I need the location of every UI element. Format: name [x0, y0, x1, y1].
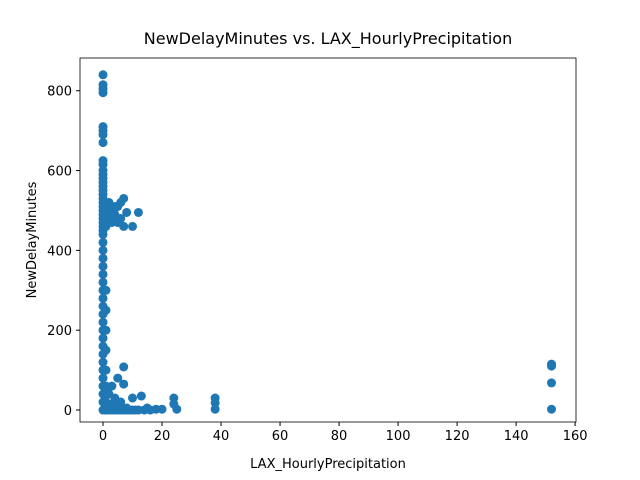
point	[119, 379, 129, 389]
point	[98, 317, 108, 327]
chart-title: NewDelayMinutes vs. LAX_HourlyPrecipitat…	[144, 29, 512, 49]
y-tick-label: 0	[64, 404, 72, 419]
point	[133, 207, 143, 217]
x-tick-label: 0	[99, 429, 107, 444]
point	[128, 393, 138, 403]
point	[101, 325, 111, 335]
point	[116, 213, 126, 223]
point	[98, 373, 108, 383]
point	[122, 207, 132, 217]
point	[107, 381, 117, 391]
point	[119, 362, 129, 372]
y-tick-label: 200	[47, 324, 72, 339]
point	[101, 305, 111, 315]
point	[210, 398, 220, 408]
x-tick-label: 60	[272, 429, 289, 444]
point	[98, 293, 108, 303]
x-axis-label: LAX_HourlyPrecipitation	[250, 457, 406, 472]
x-tick-label: 140	[504, 429, 529, 444]
point	[113, 373, 123, 383]
point	[98, 138, 108, 148]
point	[136, 391, 146, 401]
point	[145, 405, 155, 415]
y-tick-label: 600	[47, 165, 72, 180]
point	[98, 245, 108, 255]
y-tick-label: 400	[47, 244, 72, 259]
point	[98, 277, 108, 287]
point	[98, 229, 108, 239]
point	[122, 403, 132, 413]
point	[101, 345, 111, 355]
point	[119, 193, 129, 203]
y-tick-label: 800	[47, 85, 72, 100]
x-tick-label: 160	[563, 429, 588, 444]
point	[210, 404, 220, 414]
point	[98, 130, 108, 140]
point	[172, 404, 182, 414]
point	[98, 237, 108, 247]
point	[98, 70, 108, 80]
point	[547, 404, 557, 414]
point	[547, 378, 557, 388]
x-tick-label: 120	[445, 429, 470, 444]
point	[110, 201, 120, 211]
point	[98, 253, 108, 263]
x-tick-label: 100	[386, 429, 411, 444]
point	[107, 217, 117, 227]
x-tick-label: 40	[213, 429, 230, 444]
point	[98, 88, 108, 98]
point	[101, 285, 111, 295]
point	[157, 404, 167, 414]
point	[98, 269, 108, 279]
x-tick-label: 20	[154, 429, 171, 444]
axes-frame	[79, 57, 577, 423]
point	[98, 357, 108, 367]
point	[98, 261, 108, 271]
point	[98, 333, 108, 343]
point	[101, 365, 111, 375]
point	[547, 361, 557, 371]
y-axis-label: NewDelayMinutes	[25, 181, 40, 298]
x-tick-label: 80	[331, 429, 348, 444]
point	[128, 221, 138, 231]
